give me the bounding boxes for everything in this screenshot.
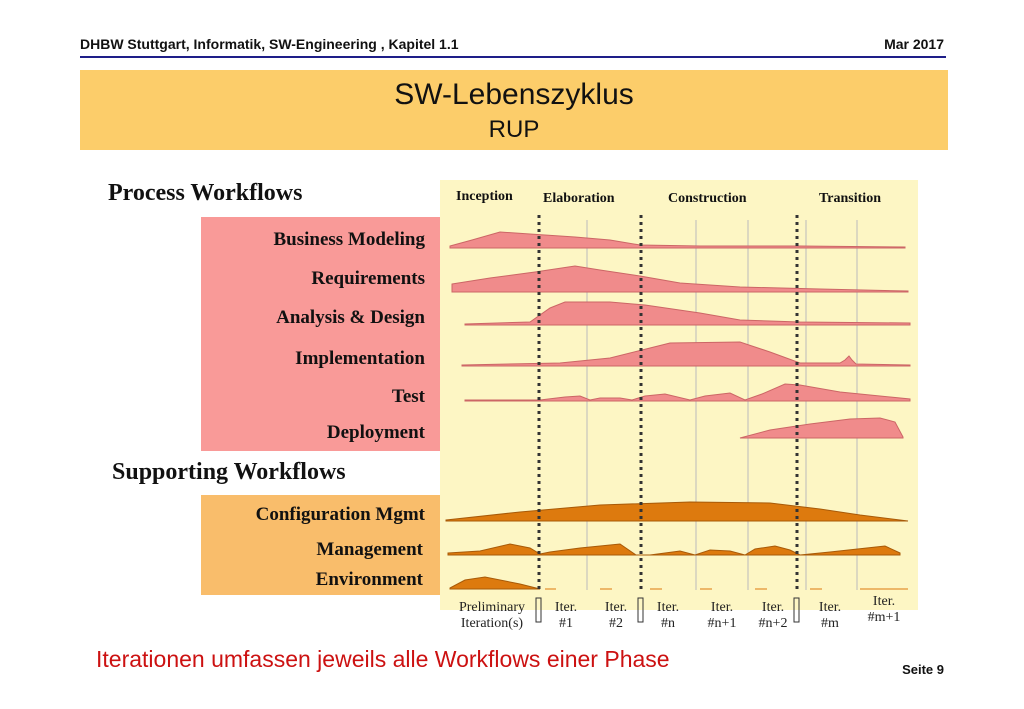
iteration-n-plus-2: Iter. #n+2 xyxy=(758,600,788,631)
phase-inception: Inception xyxy=(456,189,513,204)
curve-implementation xyxy=(461,341,911,367)
iteration-preliminary: Preliminary Iteration(s) xyxy=(458,600,526,631)
slide-title: SW-Lebenszyklus xyxy=(394,78,634,111)
iteration-m: Iter. #m xyxy=(818,600,842,631)
phase-elaboration: Elaboration xyxy=(543,191,615,206)
workflow-requirements: Requirements xyxy=(311,268,425,289)
workflow-test: Test xyxy=(391,386,425,407)
page-number: Seite 9 xyxy=(902,662,944,677)
workflow-business-modeling: Business Modeling xyxy=(273,229,425,250)
curve-business-modeling xyxy=(449,231,906,249)
slide-subtitle: RUP xyxy=(488,116,540,143)
title-banner xyxy=(80,70,948,150)
process-workflows-heading: Process Workflows xyxy=(108,180,303,206)
iteration-separator xyxy=(535,597,542,623)
workflow-management: Management xyxy=(316,539,423,560)
curve-requirements xyxy=(451,265,909,293)
phase-transition: Transition xyxy=(819,191,881,206)
curve-management xyxy=(447,543,901,556)
iteration-2: Iter. #2 xyxy=(604,600,628,631)
iteration-m-plus-1: Iter. #m+1 xyxy=(867,594,901,625)
workflow-environment: Environment xyxy=(315,569,423,590)
supporting-workflows-box xyxy=(201,495,441,595)
header-divider xyxy=(80,56,946,58)
curve-test xyxy=(464,383,911,402)
workflow-analysis-design: Analysis & Design xyxy=(276,307,425,328)
iteration-n-plus-1: Iter. #n+1 xyxy=(707,600,737,631)
workflow-configuration-mgmt: Configuration Mgmt xyxy=(255,504,425,525)
header-course: DHBW Stuttgart, Informatik, SW-Engineeri… xyxy=(80,36,459,52)
process-workflows-box xyxy=(201,217,441,451)
supporting-workflows-heading: Supporting Workflows xyxy=(112,459,346,485)
iteration-1: Iter. #1 xyxy=(554,600,578,631)
header-date: Mar 2017 xyxy=(884,36,944,52)
footer-statement: Iterationen umfassen jeweils alle Workfl… xyxy=(96,646,670,672)
iteration-n: Iter. #n xyxy=(656,600,680,631)
iteration-separator xyxy=(793,597,800,623)
iteration-separator xyxy=(637,597,644,623)
curve-deployment xyxy=(739,417,904,439)
workflow-implementation: Implementation xyxy=(295,348,425,369)
curve-environment xyxy=(449,576,541,590)
curve-configuration-mgmt xyxy=(445,501,909,522)
workflow-deployment: Deployment xyxy=(326,422,425,443)
phase-construction: Construction xyxy=(668,191,747,206)
curve-analysis-design xyxy=(464,301,911,326)
